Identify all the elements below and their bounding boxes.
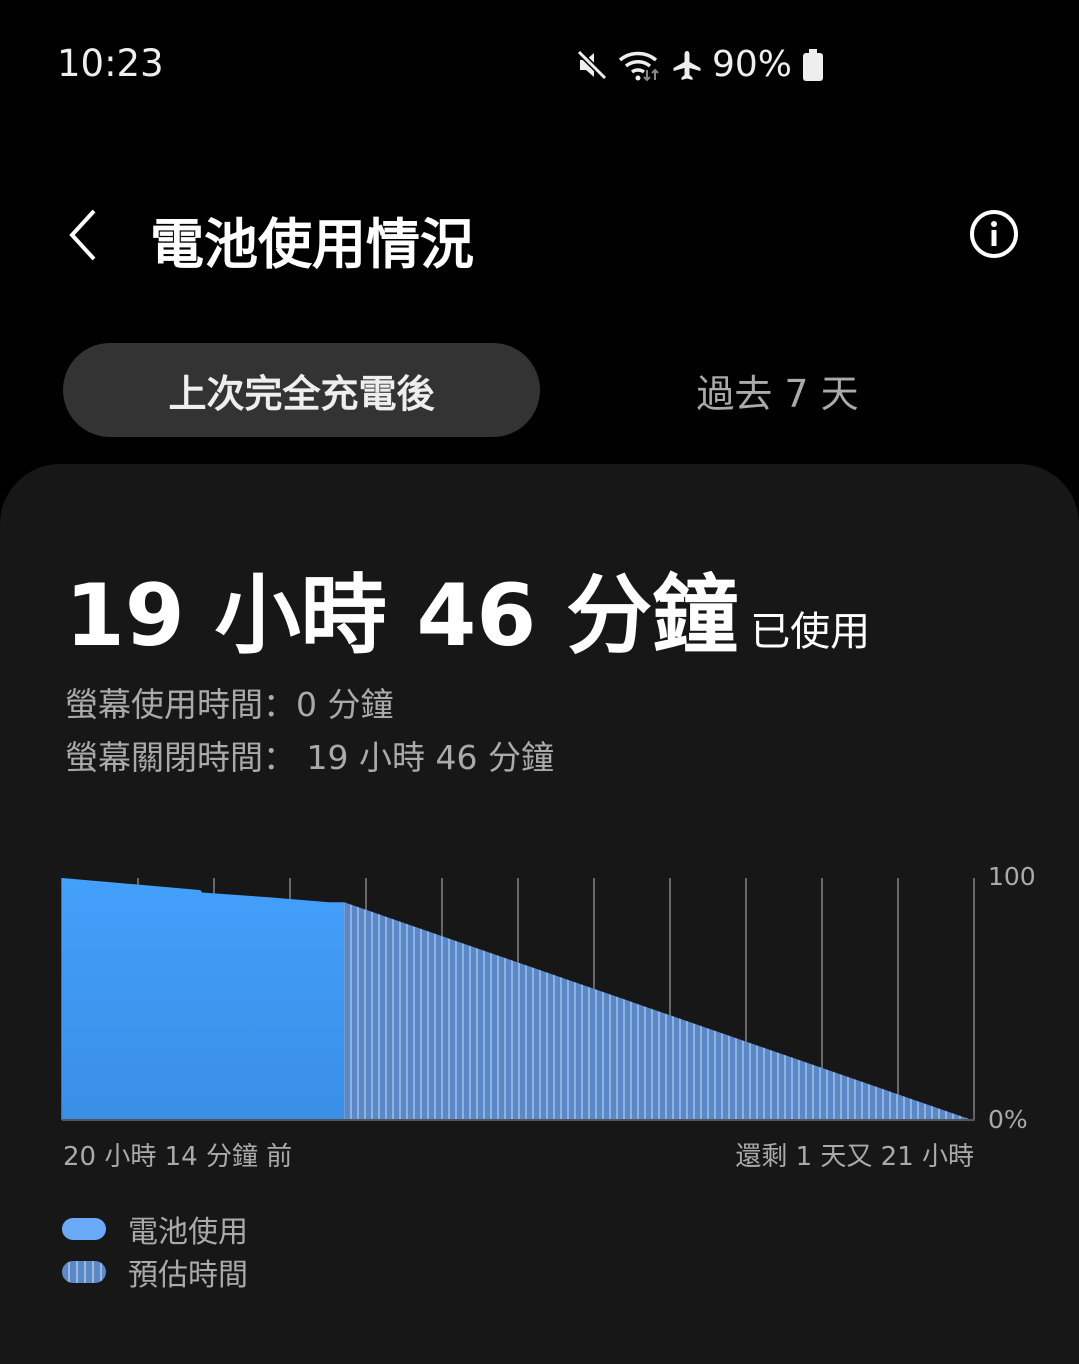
- wifi-icon: [618, 51, 659, 81]
- tab-since-full-charge[interactable]: 上次完全充電後: [63, 343, 540, 437]
- legend-usage: 電池使用: [62, 1207, 248, 1251]
- estimate-area: [344, 902, 972, 1120]
- used-time: 19 小時 46 分鐘: [65, 566, 739, 666]
- status-time: 10:23: [57, 42, 164, 85]
- battery-percent: 90%: [712, 44, 793, 85]
- used-suffix: 已使用: [750, 609, 871, 655]
- screen-on-time: 螢幕使用時間：0 分鐘: [65, 685, 394, 724]
- usage-summary: 19 小時 46 分鐘 已使用: [65, 545, 870, 670]
- usage-area: [62, 878, 345, 1120]
- y-tick-100: 100: [988, 862, 1036, 891]
- status-icons: 90%: [576, 44, 824, 85]
- legend-label: 電池使用: [128, 1215, 248, 1250]
- info-icon[interactable]: [968, 208, 1020, 260]
- x-end-label: 還剩 1 天又 21 小時: [735, 1142, 974, 1172]
- battery-icon: [803, 48, 824, 81]
- airplane-icon: [673, 50, 701, 80]
- legend-swatch-usage: [62, 1218, 106, 1240]
- legend-label: 預估時間: [128, 1258, 248, 1293]
- tab-past-7-days[interactable]: 過去 7 天: [696, 371, 859, 416]
- mute-icon: [576, 49, 608, 80]
- legend-estimate: 預估時間: [62, 1250, 248, 1294]
- screen-off-time: 螢幕關閉時間： 19 小時 46 分鐘: [65, 738, 554, 777]
- page-title: 電池使用情況: [150, 213, 474, 276]
- y-tick-0: 0%: [988, 1105, 1028, 1134]
- back-button[interactable]: [62, 205, 112, 265]
- legend-swatch-estimate: [62, 1261, 106, 1283]
- battery-chart: 100 0%: [61, 862, 1036, 1134]
- x-start-label: 20 小時 14 分鐘 前: [63, 1142, 293, 1172]
